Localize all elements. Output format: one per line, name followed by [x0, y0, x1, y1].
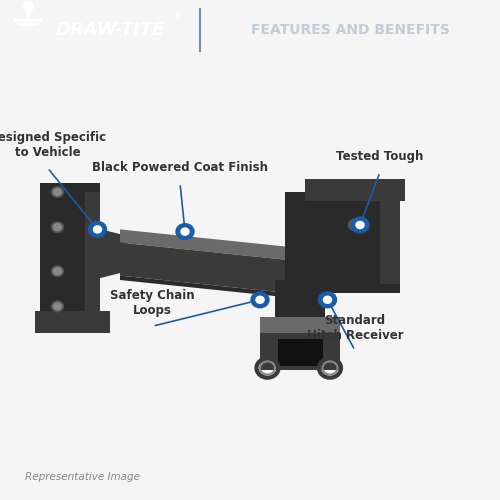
Circle shape: [54, 224, 62, 230]
Text: Black Powered Coat Finish: Black Powered Coat Finish: [92, 162, 268, 174]
Circle shape: [356, 222, 364, 228]
Polygon shape: [120, 230, 290, 260]
Circle shape: [324, 296, 332, 304]
Text: Standard
Hitch Receiver: Standard Hitch Receiver: [306, 314, 404, 342]
Text: DRAW-TITE: DRAW-TITE: [56, 21, 164, 39]
Polygon shape: [120, 276, 290, 297]
Text: Designed Specific
to Vehicle: Designed Specific to Vehicle: [0, 131, 106, 159]
Polygon shape: [285, 192, 375, 293]
Polygon shape: [85, 192, 100, 324]
Circle shape: [88, 222, 106, 238]
Circle shape: [351, 217, 369, 233]
Polygon shape: [92, 227, 128, 280]
Circle shape: [52, 301, 64, 312]
Circle shape: [52, 222, 64, 232]
Text: FEATURES AND BENEFITS: FEATURES AND BENEFITS: [250, 23, 450, 37]
Text: Tested Tough: Tested Tough: [336, 150, 424, 164]
Polygon shape: [305, 179, 405, 201]
Text: Representative Image: Representative Image: [25, 472, 140, 482]
Polygon shape: [260, 333, 340, 370]
Text: ®: ®: [174, 12, 182, 22]
Polygon shape: [310, 183, 400, 293]
Circle shape: [318, 292, 336, 308]
Polygon shape: [278, 340, 322, 366]
Circle shape: [52, 266, 64, 276]
Polygon shape: [35, 311, 110, 333]
Polygon shape: [260, 318, 340, 333]
Circle shape: [54, 303, 62, 310]
Circle shape: [176, 224, 194, 240]
Circle shape: [54, 188, 62, 196]
Circle shape: [94, 226, 102, 233]
Polygon shape: [275, 280, 325, 368]
Circle shape: [52, 186, 64, 198]
Polygon shape: [120, 242, 290, 293]
Circle shape: [256, 296, 264, 304]
Polygon shape: [40, 183, 100, 333]
Circle shape: [251, 292, 269, 308]
Circle shape: [54, 268, 62, 274]
Circle shape: [348, 220, 362, 230]
Text: Safety Chain
Loops: Safety Chain Loops: [110, 290, 195, 318]
Circle shape: [351, 222, 359, 228]
Polygon shape: [380, 192, 400, 284]
Circle shape: [181, 228, 189, 235]
